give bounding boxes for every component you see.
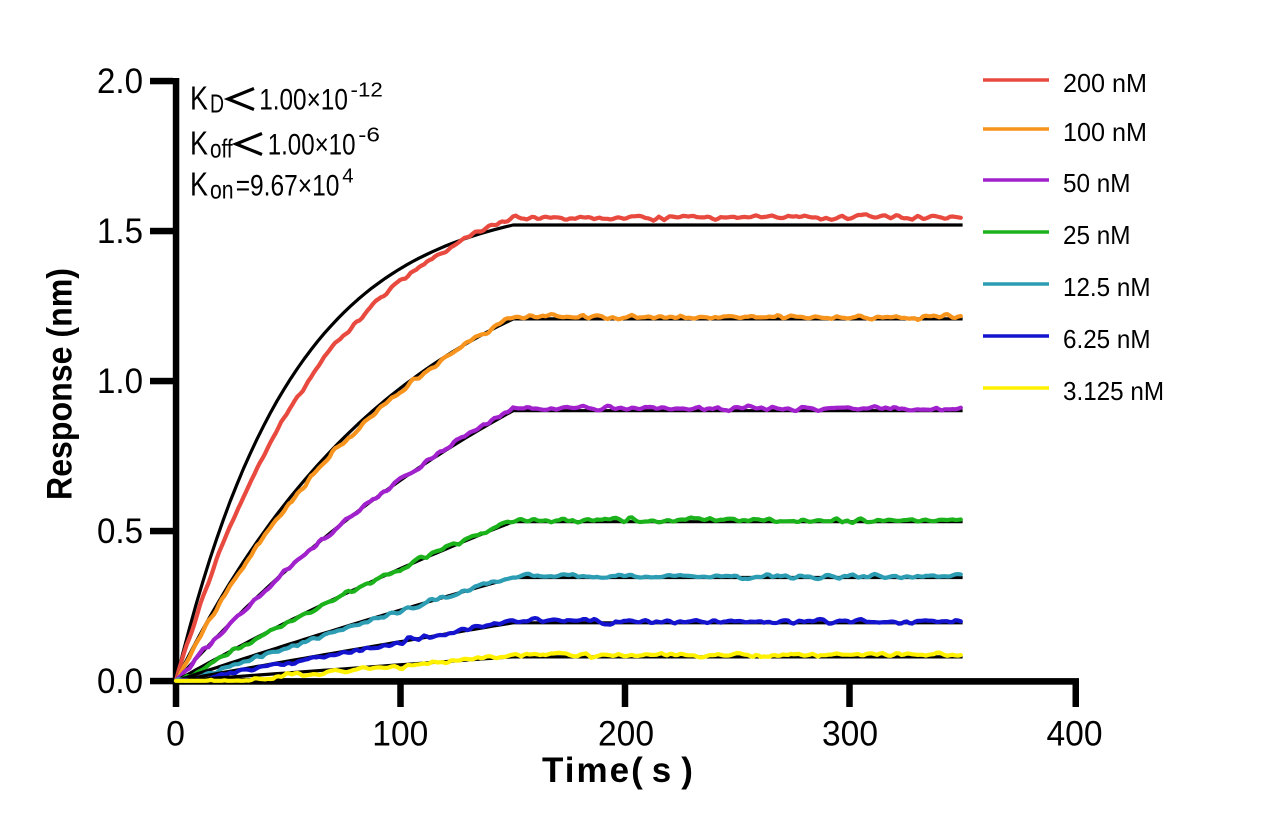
svg-text:100 nM: 100 nM — [1063, 117, 1147, 147]
svg-text:1.00×10: 1.00×10 — [268, 129, 356, 162]
svg-text:100: 100 — [372, 715, 428, 754]
svg-text:6.25 nM: 6.25 nM — [1063, 324, 1151, 354]
svg-text:K: K — [190, 166, 208, 203]
svg-text:-12: -12 — [351, 80, 383, 102]
svg-text:400: 400 — [1047, 715, 1103, 754]
svg-text:300: 300 — [822, 715, 878, 754]
svg-text:12.5 nM: 12.5 nM — [1063, 272, 1151, 302]
svg-text:K: K — [190, 125, 208, 162]
svg-text:-6: -6 — [358, 125, 380, 147]
svg-text:200 nM: 200 nM — [1063, 68, 1147, 98]
svg-text:1.5: 1.5 — [97, 212, 143, 251]
svg-text:4: 4 — [342, 166, 353, 188]
svg-text:200: 200 — [598, 715, 654, 754]
svg-text:1.0: 1.0 — [97, 362, 143, 401]
svg-text:Response (nm): Response (nm) — [41, 268, 80, 500]
svg-text:=9.67×10: =9.67×10 — [236, 170, 340, 203]
svg-text:off: off — [210, 134, 233, 164]
svg-text:1.00×10: 1.00×10 — [259, 84, 348, 117]
svg-text:50 nM: 50 nM — [1063, 168, 1131, 198]
svg-text:D: D — [210, 89, 224, 119]
svg-text:25 nM: 25 nM — [1063, 220, 1131, 250]
svg-text:K: K — [190, 80, 208, 117]
svg-text:Time(s): Time(s) — [542, 751, 693, 790]
svg-text:3.125 nM: 3.125 nM — [1063, 376, 1164, 406]
svg-text:on: on — [210, 175, 234, 205]
svg-text:0: 0 — [166, 715, 185, 754]
svg-text:0.0: 0.0 — [97, 662, 143, 701]
svg-text:0.5: 0.5 — [97, 512, 143, 551]
svg-text:2.0: 2.0 — [97, 62, 143, 101]
